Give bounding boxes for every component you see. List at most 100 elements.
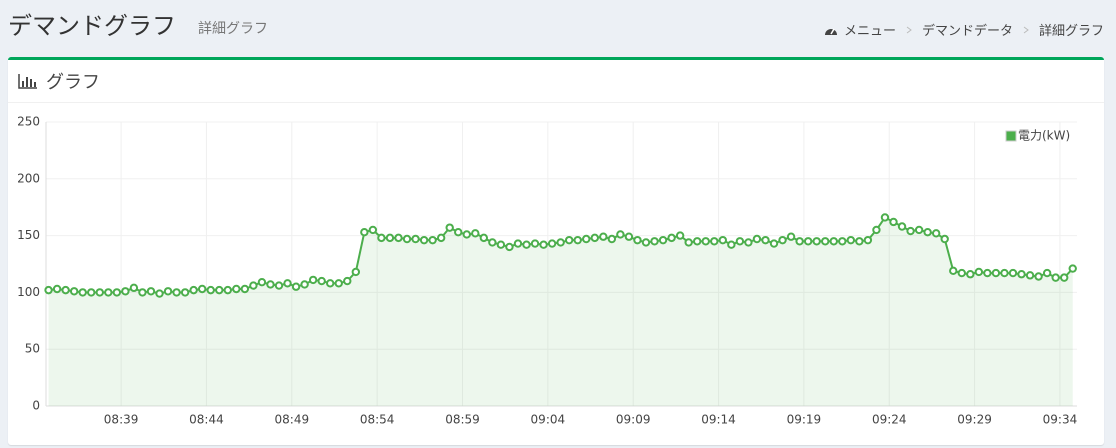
point [223, 285, 232, 295]
point [684, 238, 693, 247]
point [351, 267, 361, 277]
point [1042, 268, 1052, 278]
y-tick-label: 100 [17, 285, 40, 299]
breadcrumb-link[interactable]: デマンドデータ [921, 24, 1013, 39]
point [513, 239, 523, 248]
point [240, 284, 250, 294]
panel-header: グラフ [8, 60, 1104, 103]
panel: グラフ 0 50 100 150 200 250 08:39 08:44 08:49 08:54 0… [8, 57, 1104, 445]
y-tick-label: 0 [32, 399, 40, 413]
page-subtitle: 詳細グラフ [198, 21, 268, 37]
point [1059, 273, 1069, 282]
point [496, 240, 506, 249]
breadcrumbs: メニュー デマンドデータ 詳細グラフ [824, 20, 1104, 39]
point [87, 288, 96, 297]
point [385, 233, 395, 243]
point [769, 239, 779, 248]
point [436, 233, 446, 243]
point [334, 279, 343, 288]
point [462, 230, 471, 239]
point [95, 288, 104, 297]
point [377, 233, 386, 243]
legend-swatch [1005, 130, 1017, 142]
point [215, 285, 224, 295]
point [803, 237, 813, 246]
point [189, 285, 198, 295]
point [1000, 268, 1009, 278]
point [829, 237, 838, 246]
point [146, 287, 156, 296]
point [206, 285, 215, 295]
point [326, 279, 335, 288]
point [735, 237, 745, 246]
point [556, 238, 565, 247]
point [44, 285, 53, 295]
point [121, 287, 130, 296]
point [752, 234, 762, 244]
point [607, 234, 617, 244]
point [641, 238, 651, 247]
point [1008, 268, 1018, 278]
x-tick-label: 08:39 [104, 413, 139, 427]
point [283, 279, 292, 288]
point [744, 238, 753, 247]
point [761, 235, 770, 245]
point [112, 288, 122, 297]
point [590, 233, 599, 243]
point [197, 284, 207, 294]
breadcrumb-link[interactable]: メニュー [843, 24, 896, 39]
point [454, 227, 463, 237]
point [180, 288, 190, 297]
point [428, 235, 437, 245]
point [983, 268, 992, 278]
x-tick-label: 09:04 [531, 413, 566, 427]
point [61, 285, 70, 295]
y-tick-label: 200 [17, 171, 40, 185]
point [889, 217, 898, 227]
point [940, 234, 949, 244]
x-tick-label: 08:44 [189, 413, 224, 427]
point [701, 237, 710, 246]
x-tick-label: 08:59 [445, 413, 480, 427]
point [471, 229, 480, 238]
x-tick-label: 08:49 [275, 413, 310, 427]
x-tick-label: 08:54 [360, 413, 395, 427]
point [821, 237, 830, 246]
point [104, 288, 113, 297]
point [257, 277, 267, 287]
point [1068, 264, 1077, 273]
point [693, 237, 702, 246]
point [786, 232, 796, 241]
point [172, 288, 181, 297]
point [718, 235, 728, 245]
dashboard-icon [824, 28, 837, 35]
point [138, 288, 147, 297]
point [931, 229, 941, 238]
point [445, 223, 454, 232]
point [633, 235, 642, 245]
point [368, 225, 378, 235]
point [232, 284, 241, 294]
point [966, 270, 975, 279]
point [394, 233, 403, 243]
point [343, 276, 352, 286]
point [308, 275, 318, 285]
point [1034, 272, 1043, 281]
point [547, 239, 557, 248]
point [624, 232, 634, 241]
point [582, 234, 591, 244]
x-tick-label: 09:09 [616, 413, 651, 427]
point [914, 225, 924, 235]
point [872, 225, 881, 235]
point [300, 280, 309, 289]
x-tick-label: 09:24 [872, 413, 907, 427]
point [291, 282, 301, 291]
point [650, 237, 659, 246]
x-tick-label: 09:19 [787, 413, 822, 427]
area [48, 217, 1073, 406]
point [249, 281, 258, 290]
point [675, 231, 685, 240]
y-tick-label: 150 [17, 228, 40, 242]
page-title: デマンドグラフ [8, 12, 176, 40]
point [991, 268, 1001, 278]
